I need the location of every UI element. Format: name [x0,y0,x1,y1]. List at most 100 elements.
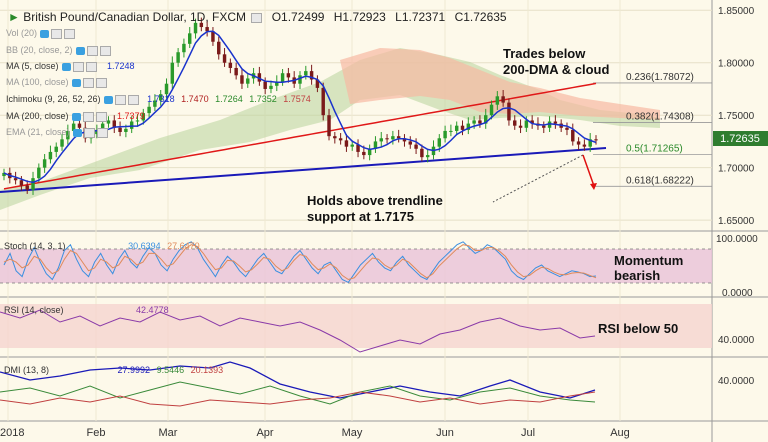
symbol-settings-icon[interactable] [251,12,263,23]
candle-body [106,120,111,124]
candle-body [147,106,151,114]
indicator-bb[interactable]: BB (20, close, 2) [6,45,111,56]
candle-body [48,151,53,160]
eye-icon[interactable] [71,78,81,87]
annotation-trades-below-2: 200-DMA & cloud [503,62,609,77]
eye-icon[interactable] [40,29,50,38]
candle-body [449,130,453,132]
candle-body [71,123,76,131]
candle-body [484,115,488,124]
indicator-ichimoku[interactable]: Ichimoku (9, 26, 52, 26) 1.7318 1.7470 1… [6,94,311,105]
candle-body [158,94,163,101]
time-tick-label: 2018 [0,427,24,439]
candle-body [246,78,250,84]
candle-body [379,138,383,142]
close-icon[interactable] [99,45,111,56]
candle-body [222,54,227,63]
stoch-k-value: 30.6394 [128,241,161,251]
candle-body [100,123,105,130]
candle-body [118,127,122,132]
candle-body [350,144,354,147]
time-axis: 2018 Feb Mar Apr May Jun Jul Aug [0,427,630,439]
candle-body [391,136,395,140]
candle-body [112,120,116,128]
candle-body [513,120,517,126]
stoch-k-line [3,241,597,284]
dmi-label: DMI (13, 8) [4,365,50,375]
rsi-label: RSI (14, close) [4,305,64,315]
indicator-ma5[interactable]: MA (5, close) 1.7248 [6,61,135,72]
candle-body [193,22,198,34]
indicator-ma100[interactable]: MA (100, close) [6,77,107,88]
candle-body [524,120,529,128]
candle-body [437,138,442,147]
settings-icon[interactable] [72,61,84,72]
candle-body [31,178,35,190]
eye-icon[interactable] [103,95,113,104]
candle-body [280,73,285,82]
candle-body [54,146,58,152]
candle-body [234,67,238,76]
price-tick-label: 1.65000 [718,216,755,227]
stoch-label: Stoch (14, 3, 1) [4,241,66,251]
candle-body [42,159,47,168]
candle-body [77,123,82,128]
candle-body [182,43,186,53]
price-tick-label: 1.75000 [718,111,755,122]
fib-label: 0.382(1.74308) [626,111,694,122]
indicator-ma200[interactable]: MA (200, close) 1.7379 [6,111,145,122]
candle-body [576,141,581,145]
ma100-label: MA (100, close) [6,77,69,87]
dmi-minus-line [0,391,596,407]
close-icon[interactable] [95,77,107,88]
last-price-label: 1.72635 [720,133,760,145]
time-tick-label: May [342,427,363,439]
close-icon[interactable] [85,61,97,72]
eye-icon[interactable] [72,128,82,137]
candle-body [518,125,523,128]
ma200-value: 1.7379 [117,111,145,121]
settings-icon[interactable] [82,77,94,88]
settings-icon[interactable] [114,94,126,105]
candle-body [199,22,204,28]
expand-icon[interactable]: ► [8,10,20,24]
candle-body [315,79,320,88]
annotation-trades-below-1: Trades below [503,46,586,61]
settings-icon[interactable] [82,111,94,122]
settings-icon[interactable] [86,45,98,56]
eye-icon[interactable] [71,112,81,121]
candle-body [309,71,314,80]
close-icon[interactable] [127,94,139,105]
price-tick-label: 1.85000 [718,6,755,17]
indicator-dmi[interactable]: DMI (13, 8) 27.9992 9.5446 20.1393 [4,365,223,375]
candle-body [321,87,325,116]
candle-body [135,120,140,122]
candle-body [304,71,308,76]
price-tick-label: 1.70000 [718,164,755,175]
close-icon[interactable] [64,28,76,39]
eye-icon[interactable] [75,46,85,55]
rsi-tick-40: 40.0000 [718,335,755,346]
ichimoku-value-5: 1.7574 [283,94,311,104]
ma200-label: MA (200, close) [6,111,69,121]
indicator-stoch[interactable]: Stoch (14, 3, 1) 30.6394 27.6470 [4,241,200,251]
candle-body [553,121,558,124]
candle-body [176,52,180,63]
indicator-ema21[interactable]: EMA (21, close) [6,127,108,138]
candle-body [19,180,24,186]
ichimoku-value-4: 1.7352 [249,94,277,104]
ma5-label: MA (5, close) [6,61,59,71]
time-tick-label: Aug [610,427,630,439]
close-icon[interactable] [95,111,107,122]
candle-body [60,139,64,147]
candle-body [141,113,146,121]
indicator-vol[interactable]: Vol (20) [6,28,76,39]
settings-icon[interactable] [83,127,95,138]
time-tick-label: Jun [436,427,454,439]
close-icon[interactable] [96,127,108,138]
settings-icon[interactable] [51,28,63,39]
candle-body [420,148,424,158]
indicator-rsi[interactable]: RSI (14, close) 42.4778 [4,305,169,315]
eye-icon[interactable] [61,62,71,71]
